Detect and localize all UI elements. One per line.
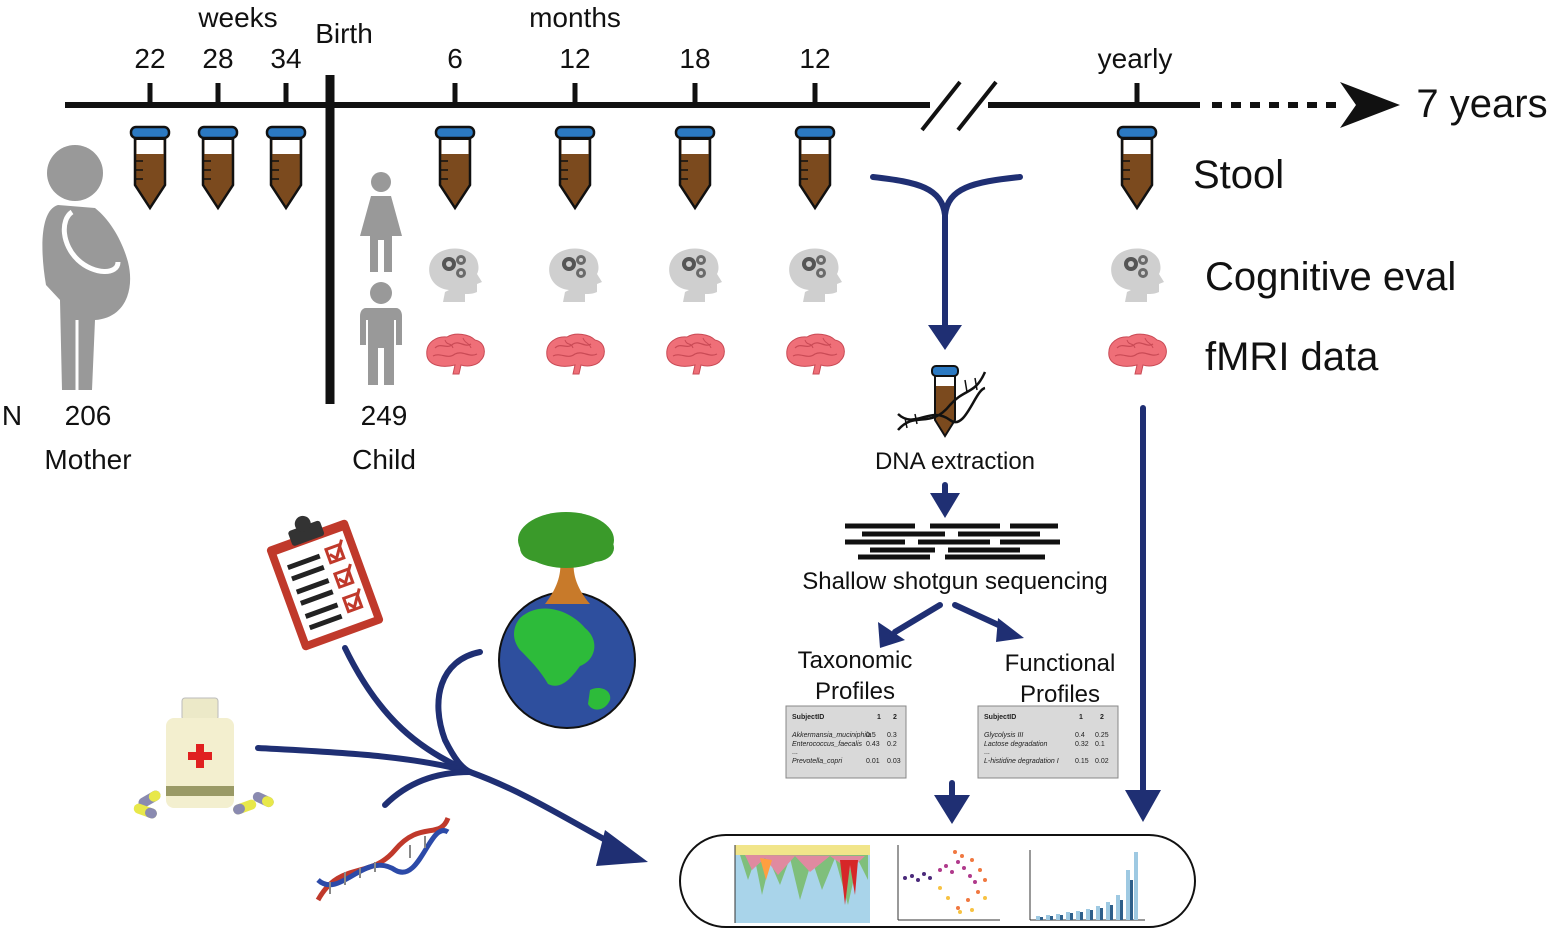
- tick-label: 22: [134, 43, 165, 74]
- brain-icon: [666, 333, 725, 375]
- brain-icon: [546, 333, 605, 375]
- fmri-row-label: fMRI data: [1205, 335, 1379, 379]
- table-cell: 0.01: [866, 758, 880, 765]
- covariate-arrows: [255, 645, 623, 851]
- medicine-bottle-icon: [133, 697, 274, 819]
- cognitive-head-icon: [1111, 248, 1164, 302]
- table-cell: 0.4: [1075, 732, 1085, 739]
- n-label: N: [2, 400, 22, 431]
- stacked-bar-thumbnail: [734, 845, 870, 923]
- stool-row-label: Stool: [1193, 153, 1284, 197]
- tick-label: 18: [679, 43, 710, 74]
- clipboard-icon: [266, 515, 384, 651]
- pipeline-arrows: [870, 174, 1146, 811]
- brain-icon: [786, 333, 845, 375]
- cognitive-head-icon: [549, 248, 602, 302]
- cognitive-head-icon: [669, 248, 722, 302]
- table-cell: L-histidine degradation I: [984, 758, 1059, 765]
- pregnant-mother-icon: [42, 145, 131, 390]
- functional-table: SubjectID 1 2 Glycolysis III 0.4 0.25 La…: [977, 705, 1119, 779]
- table-cell: Enterococcus_faecalis: [792, 741, 863, 748]
- table-cell: 0.5: [866, 732, 876, 739]
- functional-label-line2: Profiles: [1020, 681, 1100, 708]
- dna-tube-icon: [897, 365, 987, 438]
- table-cell: 0.02: [1095, 758, 1109, 765]
- stool-tube-icon: [265, 125, 307, 210]
- yearly-label: yearly: [1098, 43, 1173, 74]
- table-cell: ...: [984, 749, 990, 756]
- table-cell: 0.32: [1075, 741, 1089, 748]
- table-header: 1: [877, 714, 881, 721]
- mother-count: 206: [65, 400, 112, 431]
- table-cell: Prevotella_copri: [792, 758, 843, 765]
- tick-label: 12: [559, 43, 590, 74]
- stool-tube-icon: [197, 125, 239, 210]
- stool-samples: [129, 125, 1158, 210]
- mother-label: Mother: [44, 444, 131, 475]
- table-header: SubjectID: [984, 714, 1016, 721]
- table-cell: 0.03: [887, 758, 901, 765]
- table-cell: 0.2: [887, 741, 897, 748]
- boy-icon: [360, 282, 402, 385]
- weeks-label: weeks: [197, 2, 277, 33]
- scatter-thumbnail: [897, 845, 1000, 921]
- table-header: 2: [1100, 714, 1104, 721]
- stool-tube-icon: [1116, 125, 1158, 210]
- stool-tube-icon: [554, 125, 596, 210]
- sequencing-reads-icon: [845, 523, 1060, 560]
- tick-label: 12: [799, 43, 830, 74]
- cognitive-head-icon: [429, 248, 482, 302]
- arrowheads: [878, 325, 1161, 824]
- functional-label-line1: Functional: [1005, 650, 1116, 677]
- timeline: weeks Birth months yearly 7 years 22 28 …: [65, 2, 1548, 404]
- stool-tube-icon: [794, 125, 836, 210]
- tick-label: 6: [447, 43, 463, 74]
- table-header: 1: [1079, 714, 1083, 721]
- taxonomic-label-line1: Taxonomic: [798, 647, 913, 674]
- table-header: 2: [893, 714, 897, 721]
- globe-tree-icon: [498, 512, 636, 729]
- tick-label: 28: [202, 43, 233, 74]
- table-cell: 0.3: [887, 732, 897, 739]
- timeline-arrowhead: [1340, 82, 1400, 128]
- fmri-scans: [426, 333, 1167, 375]
- cognitive-evals: [429, 248, 1164, 302]
- stool-tube-icon: [674, 125, 716, 210]
- months-label: months: [529, 2, 621, 33]
- table-cell: 0.1: [1095, 741, 1105, 748]
- table-cell: Akkermansia_muciniphila: [791, 732, 871, 739]
- analysis-results: [679, 834, 1196, 928]
- brain-icon: [1108, 333, 1167, 375]
- covariate-arrowhead: [596, 830, 648, 866]
- cognitive-row-label: Cognitive eval: [1205, 255, 1456, 299]
- axis-break-mark: [920, 80, 962, 132]
- dna-helix-icon: [315, 816, 451, 902]
- table-cell: 0.25: [1095, 732, 1109, 739]
- table-header: SubjectID: [792, 714, 824, 721]
- end-label: 7 years: [1416, 82, 1547, 126]
- table-cell: 0.15: [1075, 758, 1089, 765]
- birth-label: Birth: [315, 18, 373, 49]
- stool-tube-icon: [434, 125, 476, 210]
- taxonomic-label-line2: Profiles: [815, 678, 895, 705]
- dna-extraction-label: DNA extraction: [875, 448, 1035, 475]
- table-cell: ...: [792, 749, 798, 756]
- table-cell: 0.43: [866, 741, 880, 748]
- child-label: Child: [352, 444, 416, 475]
- child-count: 249: [361, 400, 408, 431]
- brain-icon: [426, 333, 485, 375]
- girl-icon: [360, 172, 402, 272]
- table-cell: Lactose degradation: [984, 741, 1048, 748]
- taxonomic-table: SubjectID 1 2 Akkermansia_muciniphila 0.…: [785, 705, 907, 779]
- sequencing-label: Shallow shotgun sequencing: [802, 568, 1108, 595]
- cognitive-head-icon: [789, 248, 842, 302]
- stool-tube-icon: [129, 125, 171, 210]
- bar-thumbnail: [1029, 850, 1145, 921]
- table-cell: Glycolysis III: [984, 732, 1023, 739]
- tick-label: 34: [270, 43, 301, 74]
